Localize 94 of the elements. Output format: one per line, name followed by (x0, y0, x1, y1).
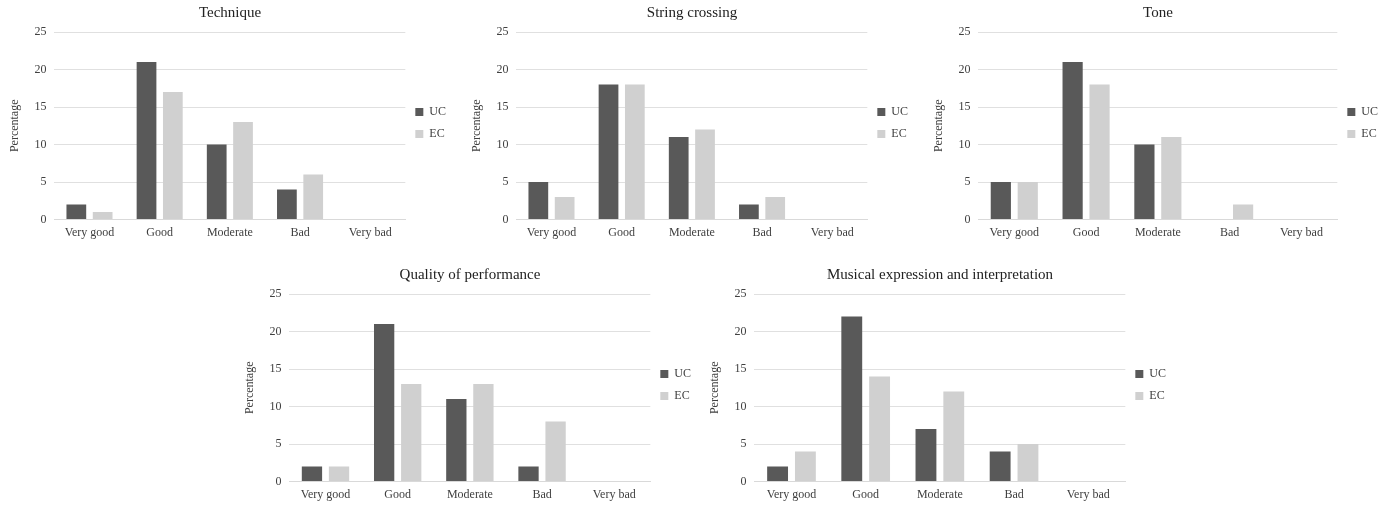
x-tick-label: Very good (766, 486, 817, 501)
x-tick-label: Very good (526, 224, 577, 239)
x-tick-label: Very good (64, 224, 115, 239)
x-tick-label: Moderate (1134, 224, 1181, 239)
legend-label: UC (1361, 104, 1378, 119)
y-tick-label: 25 (34, 24, 47, 39)
y-tick-label: 10 (269, 398, 282, 413)
bar (767, 466, 789, 482)
y-tick-label: 15 (34, 99, 47, 114)
x-tick-label: Very bad (810, 224, 854, 239)
y-tick-label: 0 (502, 211, 509, 226)
x-tick-label: Very good (989, 224, 1040, 239)
bar (373, 324, 395, 482)
y-tick-label: 25 (958, 24, 971, 39)
x-tick-label: Bad (1219, 224, 1240, 239)
y-tick-label: 15 (496, 99, 509, 114)
legend-label: EC (674, 388, 690, 403)
x-tick-label: Very bad (592, 486, 636, 501)
x-tick-label: Very bad (348, 224, 392, 239)
y-tick-label: 15 (269, 361, 282, 376)
y-tick-label: 15 (958, 99, 971, 114)
bar (1134, 144, 1155, 220)
x-tick-label: Moderate (206, 224, 253, 239)
y-tick-label: 25 (734, 286, 747, 301)
legend-label: UC (1149, 366, 1166, 381)
y-tick-label: 0 (40, 211, 47, 226)
y-tick-label: 10 (496, 136, 509, 151)
legend-label: UC (429, 104, 446, 119)
legend-label: EC (1149, 388, 1165, 403)
bar (277, 189, 297, 220)
y-axis-title: Percentage (7, 99, 22, 153)
bar (446, 399, 467, 482)
x-tick-label: Bad (752, 224, 772, 239)
x-tick-label: Moderate (916, 486, 963, 501)
bar (66, 204, 87, 220)
y-tick-label: 20 (496, 61, 509, 76)
y-tick-label: 5 (275, 436, 282, 451)
y-tick-label: 5 (964, 174, 971, 189)
chart-title: Musical expression and interpretation (826, 265, 1054, 282)
x-tick-label: Good (1072, 224, 1100, 239)
y-tick-label: 20 (34, 61, 47, 76)
y-tick-label: 25 (269, 286, 282, 301)
y-tick-label: 10 (734, 398, 747, 413)
y-axis-title: Percentage (931, 99, 946, 153)
y-tick-label: 0 (964, 211, 971, 226)
bar (301, 466, 323, 482)
x-tick-label: Good (146, 224, 174, 239)
y-tick-label: 10 (34, 136, 47, 151)
x-tick-label: Good (384, 486, 412, 501)
legend-label: UC (674, 366, 691, 381)
x-tick-label: Bad (532, 486, 552, 501)
y-axis-title: Percentage (242, 361, 257, 415)
x-tick-label: Moderate (668, 224, 715, 239)
legend-label: EC (429, 126, 445, 141)
x-tick-label: Good (608, 224, 636, 239)
bar (136, 62, 157, 220)
y-axis-title: Percentage (707, 361, 722, 415)
x-tick-label: Very good (300, 486, 351, 501)
x-tick-label: Good (852, 486, 880, 501)
bar (739, 204, 759, 220)
x-tick-label: Bad (290, 224, 310, 239)
chart-title: Tone (1143, 3, 1174, 20)
bar (206, 144, 227, 220)
bar (668, 137, 689, 220)
y-tick-label: 0 (740, 473, 747, 488)
y-tick-label: 5 (740, 436, 747, 451)
y-axis-title: Percentage (469, 99, 484, 153)
y-tick-label: 20 (734, 323, 747, 338)
chart-title: String crossing (646, 3, 738, 20)
x-tick-label: Bad (1004, 486, 1024, 501)
y-tick-label: 20 (269, 323, 282, 338)
chart-title: Technique (198, 3, 262, 20)
bar (598, 84, 619, 220)
bar (989, 451, 1011, 482)
chart-title: Quality of performance (399, 265, 541, 282)
bar (990, 182, 1011, 220)
bar (841, 316, 863, 482)
x-tick-label: Moderate (446, 486, 493, 501)
legend-label: UC (891, 104, 908, 119)
x-tick-label: Very bad (1279, 224, 1323, 239)
bar (915, 429, 937, 482)
bar (528, 182, 549, 220)
y-tick-label: 25 (496, 24, 509, 39)
legend-label: EC (1361, 126, 1377, 141)
bar (1062, 62, 1083, 220)
y-tick-label: 5 (502, 174, 509, 189)
bar (518, 466, 539, 482)
y-tick-label: 10 (958, 136, 971, 151)
x-tick-label: Very bad (1066, 486, 1110, 501)
y-tick-label: 5 (40, 174, 47, 189)
y-tick-label: 0 (275, 473, 282, 488)
y-tick-label: 15 (734, 361, 747, 376)
y-tick-label: 20 (958, 61, 971, 76)
legend-label: EC (891, 126, 907, 141)
